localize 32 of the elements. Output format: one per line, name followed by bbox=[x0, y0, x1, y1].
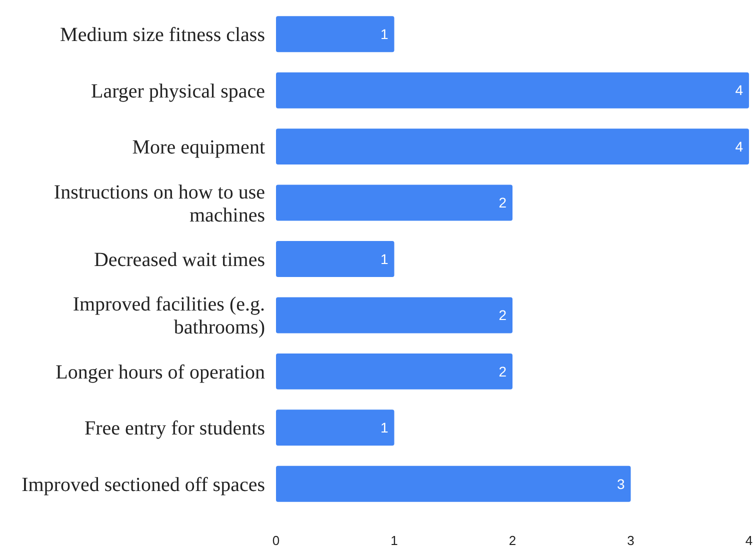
y-tick-label: Improved sectioned off spaces bbox=[22, 474, 266, 496]
bar bbox=[276, 466, 631, 502]
data-label: 2 bbox=[498, 307, 507, 324]
data-label: 1 bbox=[380, 26, 388, 42]
y-tick-label: Medium size fitness class bbox=[60, 24, 266, 46]
y-tick-label: More equipment bbox=[132, 136, 266, 159]
bar bbox=[276, 241, 394, 277]
bar bbox=[276, 297, 512, 334]
bar bbox=[276, 410, 394, 446]
data-label: 2 bbox=[498, 194, 507, 211]
x-tick-label: 2 bbox=[508, 533, 516, 548]
x-tick-label: 1 bbox=[390, 533, 398, 548]
data-label: 4 bbox=[735, 138, 744, 154]
bar bbox=[276, 72, 749, 108]
bar bbox=[276, 16, 394, 52]
data-label: 1 bbox=[380, 250, 388, 267]
y-tick-label: Instructions on how to use machines bbox=[54, 181, 266, 226]
bar bbox=[276, 184, 512, 221]
y-tick-label: Free entry for students bbox=[84, 418, 266, 440]
data-label: 4 bbox=[735, 82, 744, 98]
x-tick-label: 3 bbox=[627, 533, 634, 548]
bar bbox=[276, 128, 749, 165]
y-tick-label: Larger physical space bbox=[91, 80, 266, 102]
data-label: 1 bbox=[380, 420, 388, 436]
x-tick-label: 0 bbox=[272, 533, 280, 548]
y-tick-label: Improved facilities (e.g. bathrooms) bbox=[72, 294, 265, 339]
y-tick-label: Longer hours of operation bbox=[56, 361, 265, 384]
bar bbox=[276, 353, 512, 390]
data-label: 3 bbox=[616, 476, 625, 492]
y-tick-label: Decreased wait times bbox=[94, 249, 266, 271]
x-tick-label: 4 bbox=[745, 533, 753, 548]
data-label: 2 bbox=[498, 363, 507, 380]
